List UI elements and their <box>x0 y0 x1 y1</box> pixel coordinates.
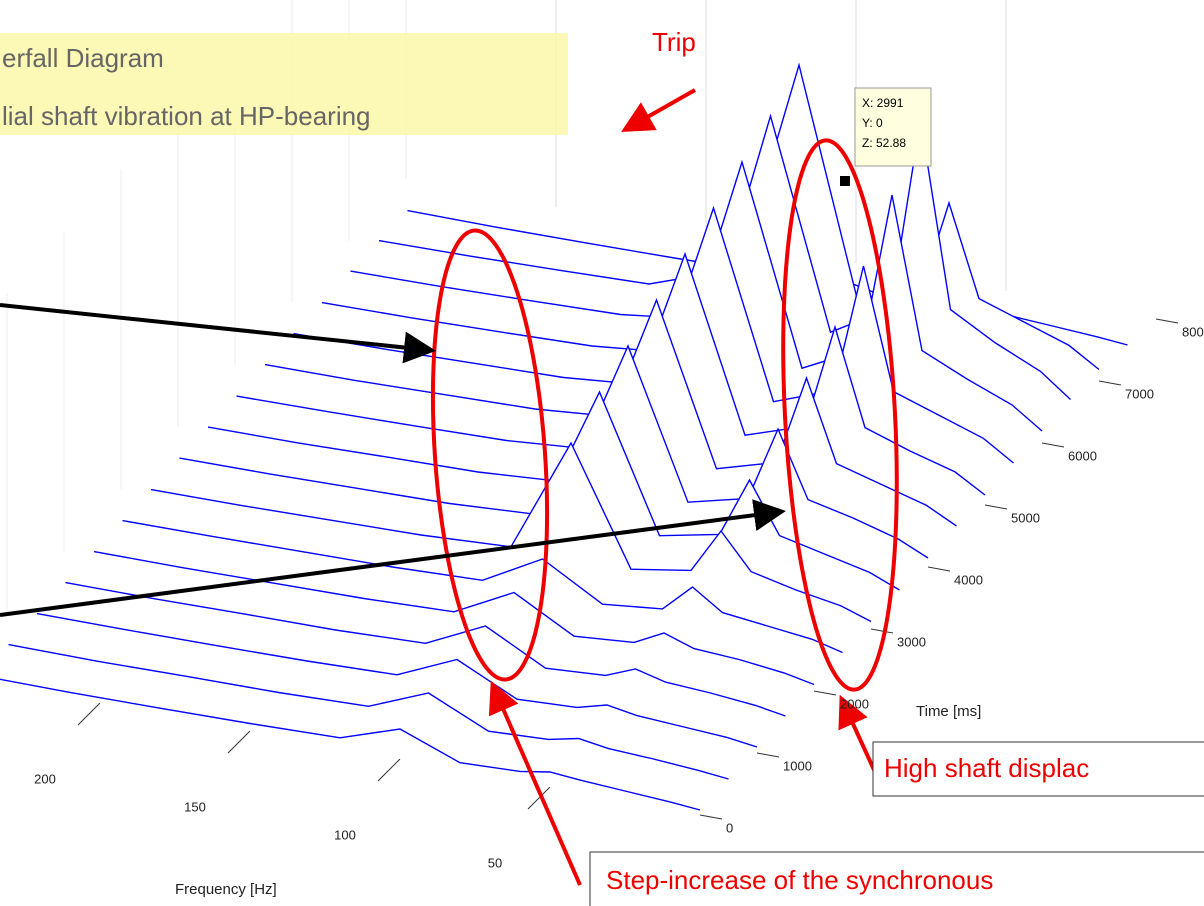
datatip-box <box>854 87 932 167</box>
arrow <box>0 499 786 617</box>
tick-mark <box>1155 318 1179 324</box>
spectrum-line <box>65 581 786 717</box>
tick-mark <box>1041 442 1065 448</box>
y-axis-label: Time [ms] <box>916 703 981 720</box>
tick-mark <box>813 690 837 696</box>
spectrum-line <box>179 390 900 591</box>
spectrum-line <box>293 205 1014 464</box>
title-box <box>0 33 568 135</box>
tick-mark <box>870 628 894 634</box>
tick-mark <box>1098 380 1122 386</box>
x-tick-label: 150 <box>184 799 206 814</box>
tick-mark <box>927 566 951 572</box>
spectrum-line <box>150 441 872 623</box>
x-tick-label: 50 <box>488 855 502 870</box>
slice-backdrop <box>122 520 843 660</box>
datatip-y: Y: 0 <box>862 116 883 130</box>
slice-backdrop <box>0 679 700 815</box>
spectrum-line <box>93 550 815 686</box>
y-tick-label: 3000 <box>897 634 926 649</box>
y-tick-label: 6000 <box>1068 448 1097 463</box>
annotation: Trip <box>652 27 696 57</box>
x-tick-label: 200 <box>34 771 56 786</box>
tick-mark <box>756 752 780 758</box>
tick-mark <box>227 730 251 754</box>
spectrum-line <box>207 344 929 559</box>
spectrum-line <box>321 159 1043 432</box>
annotation: Step-increase of the synchronous <box>606 865 993 895</box>
y-tick-label: 2000 <box>840 696 869 711</box>
ellipse <box>781 138 899 692</box>
subtitle-line: lial shaft vibration at HP-bearing <box>2 101 371 131</box>
spectrum-line <box>8 643 729 780</box>
ellipse <box>430 228 550 682</box>
title-line: erfall Diagram <box>2 43 164 73</box>
arrow <box>488 680 582 886</box>
y-tick-label: 1000 <box>783 758 812 773</box>
arrow <box>621 88 696 132</box>
y-tick-label: 0 <box>726 820 733 835</box>
slice-backdrop <box>151 443 871 629</box>
annotation-box <box>872 741 1204 797</box>
slice-backdrop <box>8 644 729 784</box>
spectrum-line <box>0 678 701 811</box>
x-axis-label: Frequency [Hz] <box>175 881 277 898</box>
y-tick-label: 4000 <box>954 572 983 587</box>
spectrum-line <box>236 298 957 527</box>
y-tick-label: 7000 <box>1125 386 1154 401</box>
datatip-z: Z: 52.88 <box>862 136 906 150</box>
tick-mark <box>77 702 101 726</box>
spectrum-line <box>350 113 1071 401</box>
datatip-x: X: 2991 <box>862 96 904 110</box>
datatip-marker <box>840 176 850 186</box>
spectrum-line <box>122 519 843 654</box>
tick-mark <box>527 786 551 810</box>
arrow <box>838 694 877 773</box>
slice-backdrop <box>65 582 786 722</box>
annotation: High shaft displac <box>884 753 1089 783</box>
tick-mark <box>377 758 401 782</box>
tick-mark <box>984 504 1008 510</box>
spectrum-line <box>264 251 986 496</box>
tick-mark <box>699 814 723 820</box>
slice-backdrop <box>94 551 814 691</box>
y-tick-label: 8000 <box>1182 324 1204 339</box>
slice-backdrop <box>37 613 757 753</box>
y-tick-label: 5000 <box>1011 510 1040 525</box>
annotation-box <box>589 851 1204 906</box>
x-tick-label: 100 <box>334 827 356 842</box>
arrow <box>0 303 436 364</box>
